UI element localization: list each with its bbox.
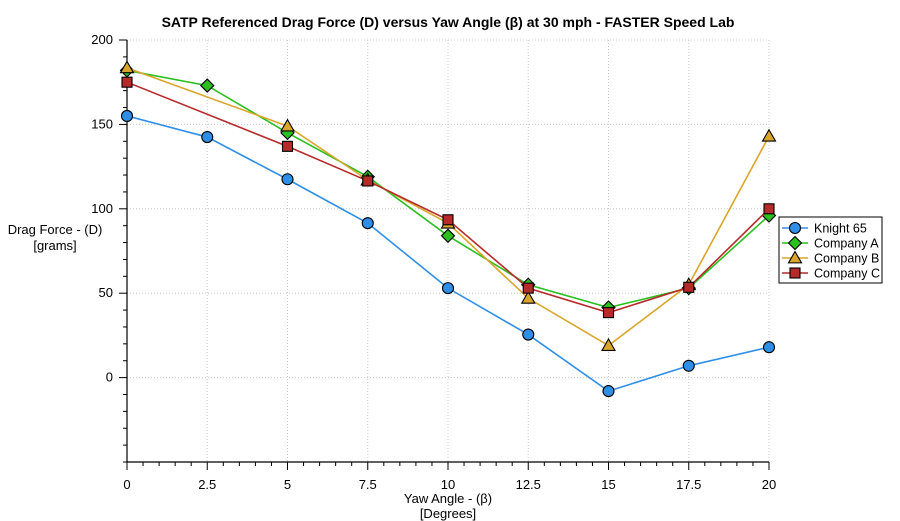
legend-label: Company C xyxy=(814,267,880,281)
data-point-company-c xyxy=(522,282,534,294)
y-axis-ticks: 200 150 100 50 0 xyxy=(91,32,127,463)
series-line-company-c xyxy=(126,81,770,314)
legend-marker-company-b xyxy=(787,250,803,264)
data-point-knight-65 xyxy=(682,359,695,372)
data-point-company-b xyxy=(119,60,135,74)
x-tick-label: 10 xyxy=(441,477,455,492)
x-tick-label: 20 xyxy=(762,477,776,492)
legend-marker-knight-65 xyxy=(788,221,802,235)
data-point-knight-65 xyxy=(201,131,214,144)
data-point-knight-65 xyxy=(762,341,776,354)
data-point-knight-65 xyxy=(522,328,535,341)
data-point-knight-65 xyxy=(120,109,134,123)
data-point-company-c xyxy=(362,175,374,187)
series-layer xyxy=(119,60,777,398)
legend-marker-company-c xyxy=(789,267,801,279)
y-tick-label: 150 xyxy=(91,116,113,131)
x-axis-label: Yaw Angle - (β) xyxy=(404,491,492,506)
data-point-knight-65 xyxy=(602,385,615,398)
legend-label: Company A xyxy=(814,237,879,251)
data-point-knight-65 xyxy=(441,282,455,295)
x-tick-label: 5 xyxy=(284,477,291,492)
y-axis-label: Drag Force - (D) xyxy=(8,222,103,237)
legend-item-company-a: Company A xyxy=(782,235,879,251)
data-point-company-b xyxy=(601,337,616,351)
data-point-company-c xyxy=(683,281,695,293)
series-knight-65 xyxy=(120,109,776,398)
data-point-company-a xyxy=(199,78,215,93)
x-tick-label: 12.5 xyxy=(516,477,541,492)
x-axis-units: [Degrees] xyxy=(420,506,476,521)
y-tick-label: 0 xyxy=(106,370,113,385)
data-point-company-c xyxy=(602,307,615,319)
y-tick-label: 200 xyxy=(91,32,113,47)
y-tick-label: 50 xyxy=(99,285,113,300)
data-point-company-c xyxy=(281,140,294,152)
legend-item-company-c: Company C xyxy=(782,267,880,281)
x-axis-ticks: 0 2.5 5 7.5 10 12.5 15 17.5 20 xyxy=(123,462,776,492)
legend-marker-company-a xyxy=(787,235,803,251)
series-company-c xyxy=(121,76,775,319)
legend-label: Knight 65 xyxy=(814,222,867,236)
legend-item-company-b: Company B xyxy=(782,250,879,266)
legend-item-knight-65: Knight 65 xyxy=(782,222,867,236)
x-tick-label: 7.5 xyxy=(359,477,377,492)
data-point-company-c xyxy=(763,203,775,215)
x-tick-label: 0 xyxy=(123,477,130,492)
data-point-company-c xyxy=(121,76,133,88)
x-tick-label: 15 xyxy=(601,477,615,492)
data-point-knight-65 xyxy=(281,173,294,186)
chart-title: SATP Referenced Drag Force (D) versus Ya… xyxy=(162,14,735,30)
legend-label: Company B xyxy=(814,252,879,266)
data-point-company-b xyxy=(520,290,536,304)
y-tick-label: 100 xyxy=(91,201,113,216)
data-point-company-b xyxy=(761,128,777,142)
data-point-company-c xyxy=(442,214,454,226)
data-point-company-b xyxy=(280,118,295,132)
x-tick-label: 2.5 xyxy=(198,477,216,492)
x-tick-label: 17.5 xyxy=(676,477,701,492)
series-line-company-b xyxy=(126,67,770,347)
data-point-knight-65 xyxy=(361,217,374,230)
y-axis-units: [grams] xyxy=(33,238,76,253)
data-point-company-a xyxy=(440,228,456,244)
